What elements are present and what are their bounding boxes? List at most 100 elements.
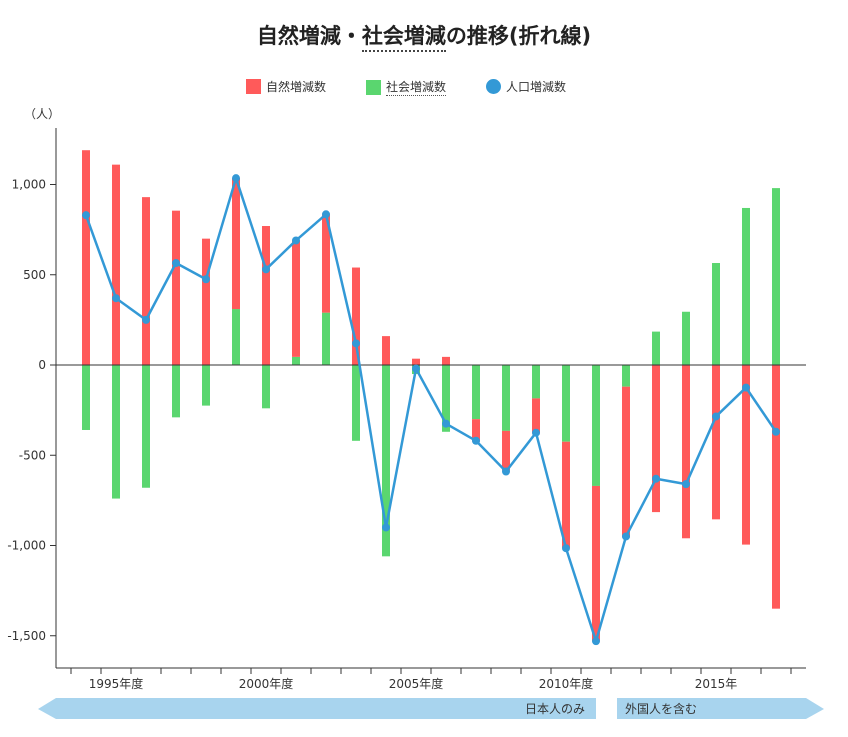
bar-social-22 bbox=[742, 207, 750, 365]
population-point-14 bbox=[502, 467, 510, 476]
bar-natural-21 bbox=[712, 365, 720, 520]
bar-social-21 bbox=[712, 263, 720, 365]
bar-social-19 bbox=[652, 331, 660, 365]
bar-natural-7 bbox=[292, 240, 300, 357]
population-point-10 bbox=[382, 523, 390, 532]
population-point-0 bbox=[82, 211, 90, 220]
title-part-2: の推移(折れ線) bbox=[445, 24, 592, 48]
band-japanese-only bbox=[38, 698, 596, 719]
bar-natural-19 bbox=[652, 365, 660, 513]
bar-natural-8 bbox=[322, 214, 330, 313]
population-point-3 bbox=[172, 259, 180, 268]
population-point-21 bbox=[712, 412, 720, 421]
y-tick-label-3: -500 bbox=[19, 448, 46, 462]
bar-social-6 bbox=[262, 365, 270, 409]
population-line bbox=[84, 176, 778, 643]
bar-natural-11 bbox=[412, 358, 420, 365]
band-including-foreigners bbox=[617, 698, 824, 719]
population-point-17 bbox=[592, 637, 600, 646]
bar-social-4 bbox=[202, 365, 210, 406]
y-tick-label-5: -1,500 bbox=[7, 629, 46, 643]
x-tick-label-4: 2015年 bbox=[695, 677, 738, 691]
bottom-bands: 日本人のみ 外国人を含む bbox=[38, 698, 824, 719]
bar-natural-5 bbox=[232, 178, 240, 310]
bar-natural-22 bbox=[742, 365, 750, 545]
bar-natural-18 bbox=[622, 386, 630, 538]
title-part-1: 自然増減・ bbox=[256, 24, 362, 48]
y-tick-label-0: 1,000 bbox=[12, 178, 46, 192]
bar-social-12 bbox=[442, 365, 450, 432]
bar-natural-13 bbox=[472, 419, 480, 442]
bar-natural-23 bbox=[772, 365, 780, 609]
bar-natural-17 bbox=[592, 485, 600, 642]
bar-natural-0 bbox=[82, 150, 90, 365]
y-axis-unit-label: （人） bbox=[24, 107, 60, 121]
band-including-foreigners-label: 外国人を含む bbox=[625, 701, 697, 716]
x-tick-label-2: 2005年度 bbox=[389, 676, 444, 691]
population-point-1 bbox=[112, 294, 120, 303]
bars-layer bbox=[82, 150, 780, 642]
population-point-6 bbox=[262, 265, 270, 274]
bar-natural-6 bbox=[262, 226, 270, 365]
bar-social-3 bbox=[172, 365, 180, 418]
chart-title: 自然増減・社会増減の推移(折れ線) bbox=[0, 20, 848, 52]
band-japanese-only-label: 日本人のみ bbox=[525, 702, 585, 716]
y-tick-label-2: 0 bbox=[38, 358, 46, 372]
population-point-8 bbox=[322, 210, 330, 219]
legend-item-population[interactable]: 人口増減数 bbox=[486, 78, 566, 95]
population-point-18 bbox=[622, 532, 630, 541]
bar-natural-14 bbox=[502, 430, 510, 471]
population-point-7 bbox=[292, 236, 300, 245]
line-layer bbox=[82, 174, 780, 646]
bar-social-9 bbox=[352, 365, 360, 441]
bar-social-5 bbox=[232, 309, 240, 365]
y-tick-label-1: 500 bbox=[23, 268, 46, 282]
bar-natural-16 bbox=[562, 441, 570, 549]
bar-natural-9 bbox=[352, 267, 360, 365]
legend-label-social: 社会増減数 bbox=[386, 80, 447, 96]
x-tick-label-1: 2000年度 bbox=[239, 676, 294, 691]
population-point-15 bbox=[532, 428, 540, 437]
axes-layer: 1,000 500 0 -500 -1,000 -1,500 1995年度 2000年度 200… bbox=[7, 128, 806, 691]
bar-social-20 bbox=[682, 311, 690, 365]
bar-natural-4 bbox=[202, 238, 210, 365]
x-tick-label-0: 1995年度 bbox=[89, 676, 144, 691]
bar-social-14 bbox=[502, 365, 510, 431]
population-point-2 bbox=[142, 315, 150, 324]
bar-natural-3 bbox=[172, 210, 180, 365]
legend-label-population: 人口増減数 bbox=[506, 80, 567, 94]
bar-social-8 bbox=[322, 312, 330, 365]
population-point-4 bbox=[202, 275, 210, 284]
legend-swatch-natural bbox=[246, 79, 261, 94]
x-tick-label-3: 2010年度 bbox=[539, 676, 594, 691]
population-point-23 bbox=[772, 427, 780, 436]
bar-social-10 bbox=[382, 365, 390, 557]
bar-social-13 bbox=[472, 365, 480, 420]
population-point-20 bbox=[682, 480, 690, 489]
legend: 自然増減数 社会増減数 人口増減数 bbox=[0, 78, 848, 98]
population-point-13 bbox=[472, 436, 480, 445]
population-point-11 bbox=[412, 364, 420, 373]
bar-natural-20 bbox=[682, 365, 690, 539]
population-point-19 bbox=[652, 474, 660, 483]
bar-social-15 bbox=[532, 365, 540, 399]
legend-item-social[interactable]: 社会増減数 bbox=[366, 78, 447, 96]
bar-social-2 bbox=[142, 365, 150, 488]
legend-label-natural: 自然増減数 bbox=[266, 80, 327, 94]
bar-natural-1 bbox=[112, 164, 120, 365]
bar-social-17 bbox=[592, 365, 600, 486]
bar-natural-12 bbox=[442, 356, 450, 365]
bar-social-23 bbox=[772, 188, 780, 365]
legend-item-natural[interactable]: 自然増減数 bbox=[246, 78, 326, 95]
bar-natural-10 bbox=[382, 336, 390, 365]
population-point-16 bbox=[562, 544, 570, 553]
legend-swatch-social bbox=[366, 79, 381, 95]
title-part-underlined: 社会増減 bbox=[361, 24, 446, 52]
population-point-12 bbox=[442, 419, 450, 428]
population-point-22 bbox=[742, 383, 750, 392]
legend-dot-population bbox=[486, 79, 501, 94]
bar-natural-15 bbox=[532, 398, 540, 434]
bar-natural-2 bbox=[142, 197, 150, 365]
bar-social-16 bbox=[562, 365, 570, 442]
